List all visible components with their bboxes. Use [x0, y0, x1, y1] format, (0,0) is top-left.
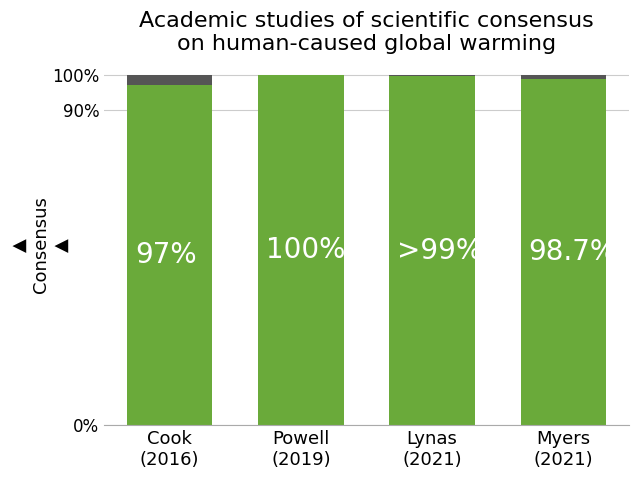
- Bar: [127, 75, 212, 85]
- Bar: [390, 76, 475, 425]
- Bar: [127, 85, 212, 425]
- Bar: [521, 79, 606, 425]
- Y-axis label: ▲
Consensus
▲: ▲ Consensus ▲: [11, 196, 70, 293]
- Bar: [259, 75, 344, 425]
- Text: 97%: 97%: [135, 241, 196, 269]
- Bar: [390, 75, 475, 76]
- Text: >99%: >99%: [397, 237, 483, 265]
- Text: 100%: 100%: [266, 236, 346, 264]
- Title: Academic studies of scientific consensus
on human-caused global warming: Academic studies of scientific consensus…: [139, 11, 594, 54]
- Bar: [521, 75, 606, 79]
- Text: 98.7%: 98.7%: [529, 238, 617, 266]
